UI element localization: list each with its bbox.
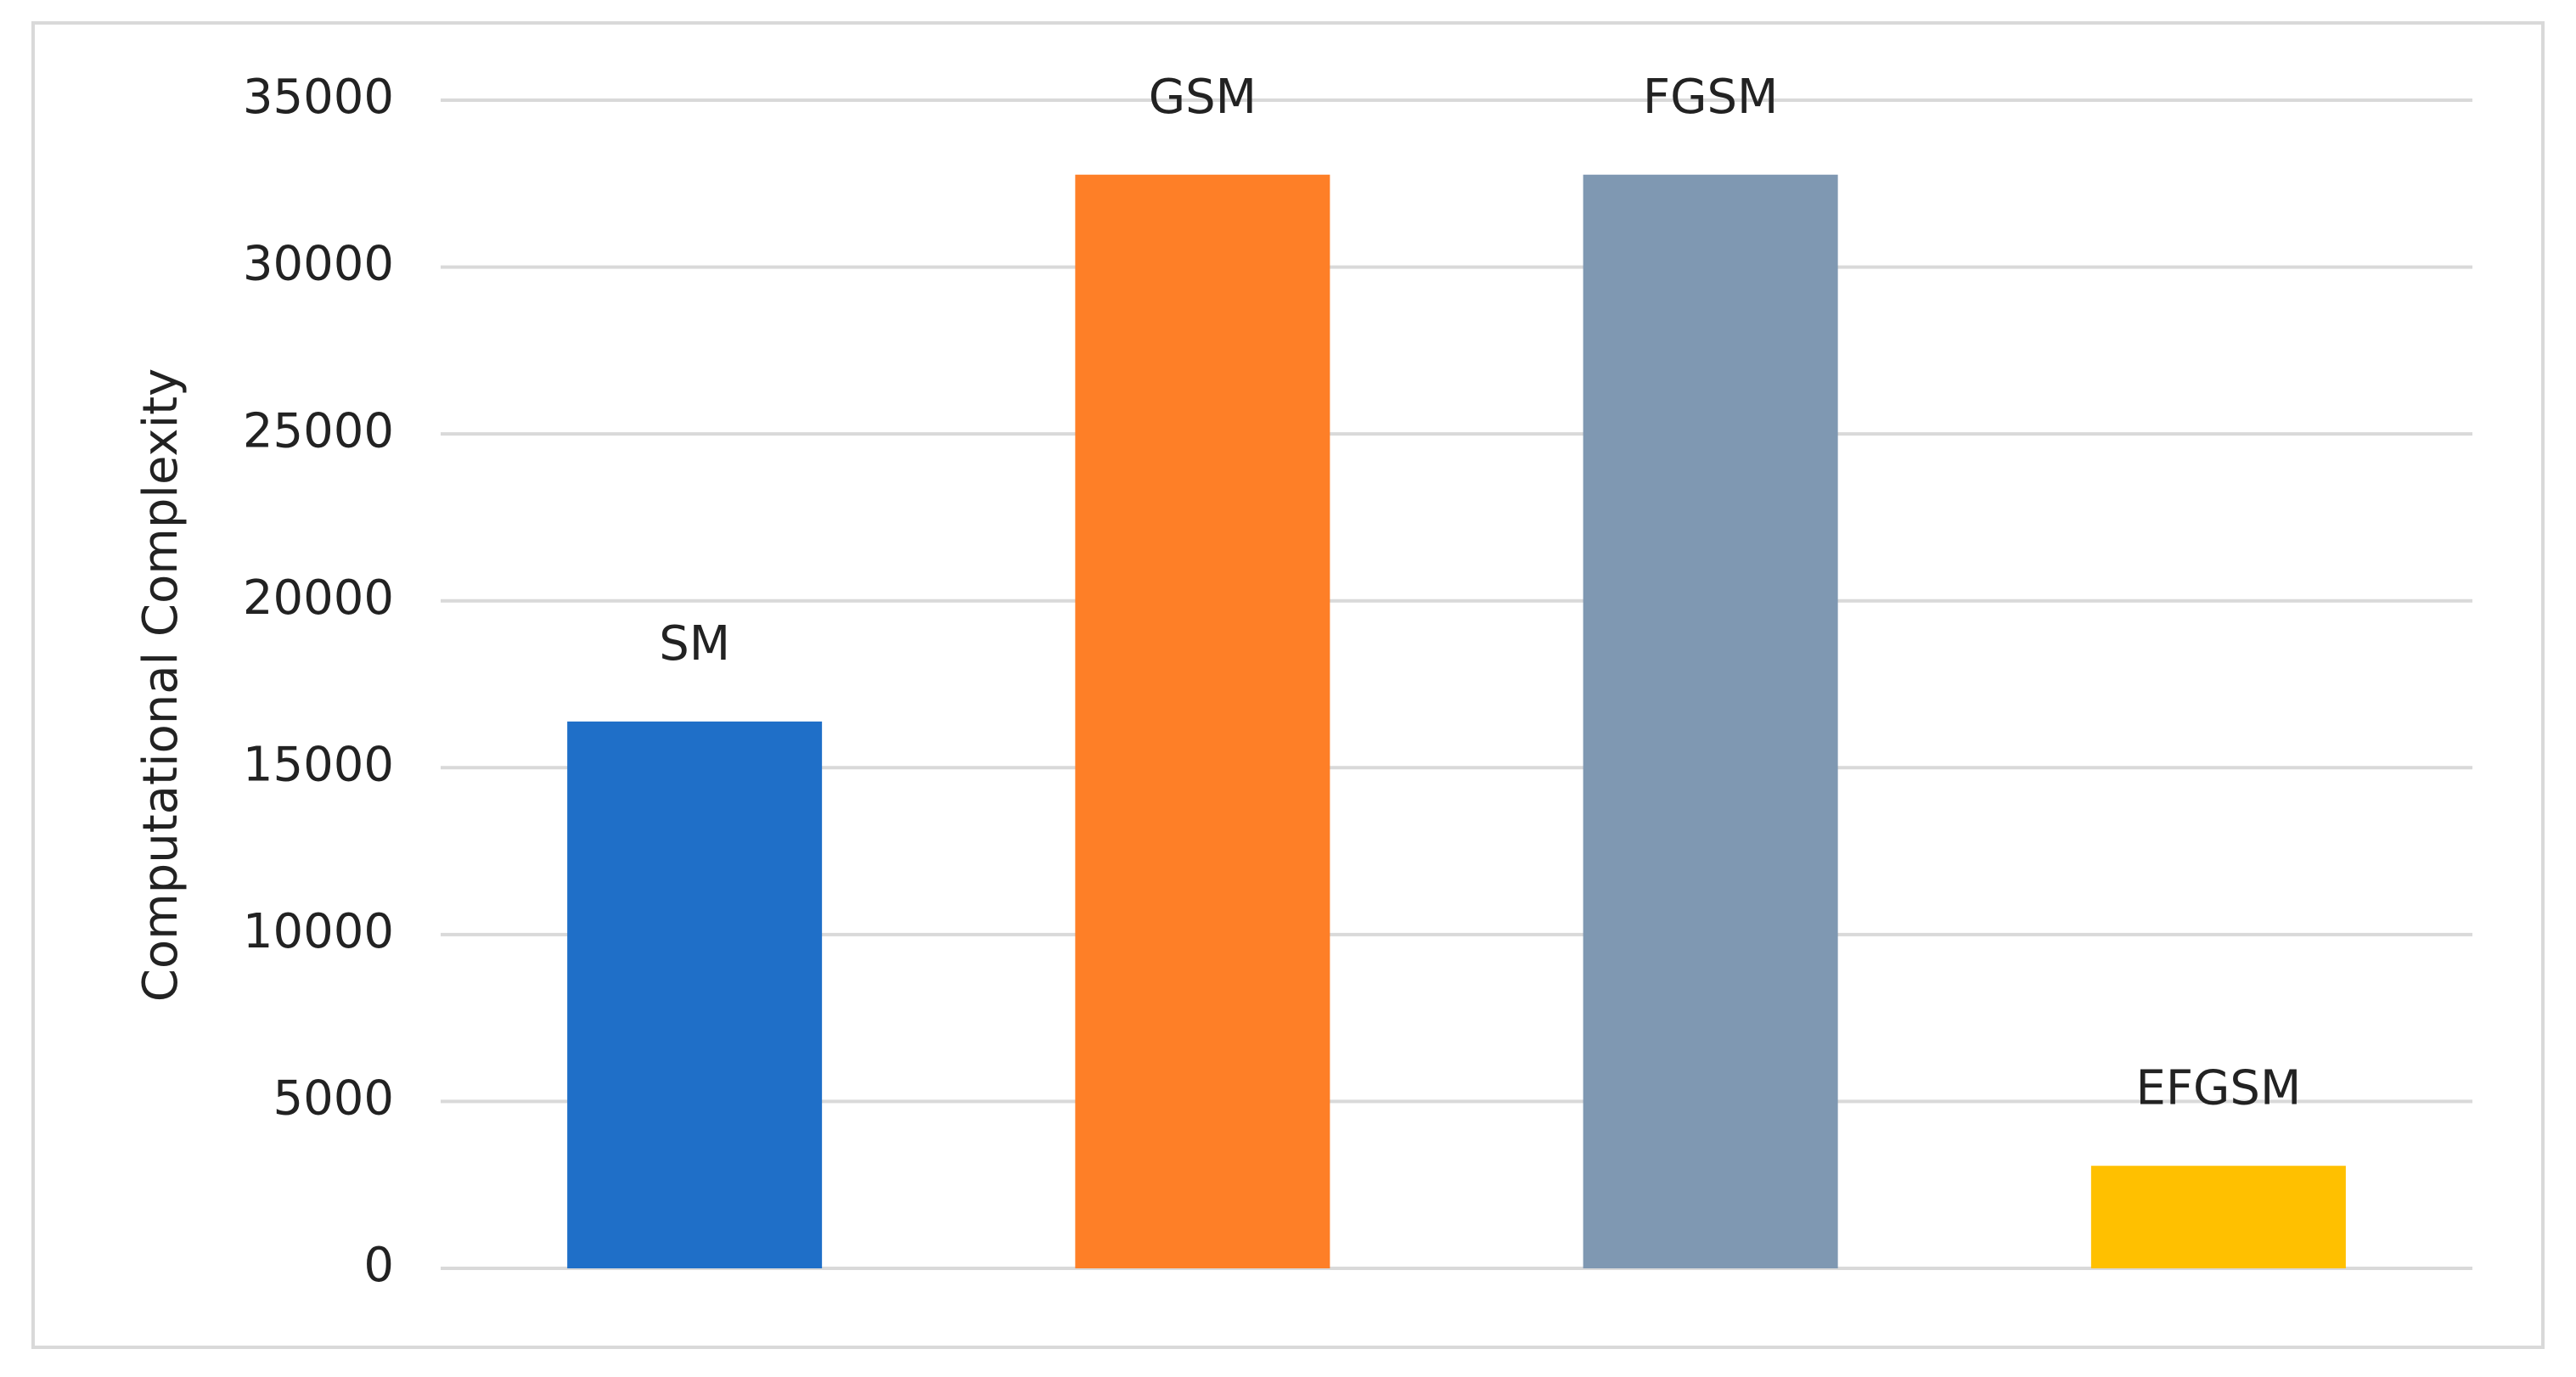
y-tick-label: 15000 xyxy=(243,737,394,792)
bar xyxy=(1075,174,1330,1268)
bar xyxy=(1583,174,1838,1268)
y-tick-label: 0 xyxy=(363,1238,394,1293)
bar xyxy=(567,721,823,1268)
y-axis-label: Computational Complexity xyxy=(133,368,188,1002)
y-tick-label: 20000 xyxy=(243,570,394,626)
category-label: GSM xyxy=(1149,70,1257,125)
bar xyxy=(2090,1166,2346,1268)
y-tick-label: 30000 xyxy=(243,237,394,292)
category-label: EFGSM xyxy=(2135,1060,2301,1116)
y-tick-label: 10000 xyxy=(243,904,394,959)
y-tick-label: 35000 xyxy=(243,70,394,125)
y-tick-label: 5000 xyxy=(273,1071,394,1127)
category-label: SM xyxy=(659,616,730,672)
y-tick-label: 25000 xyxy=(243,403,394,458)
category-label: FGSM xyxy=(1643,70,1778,125)
